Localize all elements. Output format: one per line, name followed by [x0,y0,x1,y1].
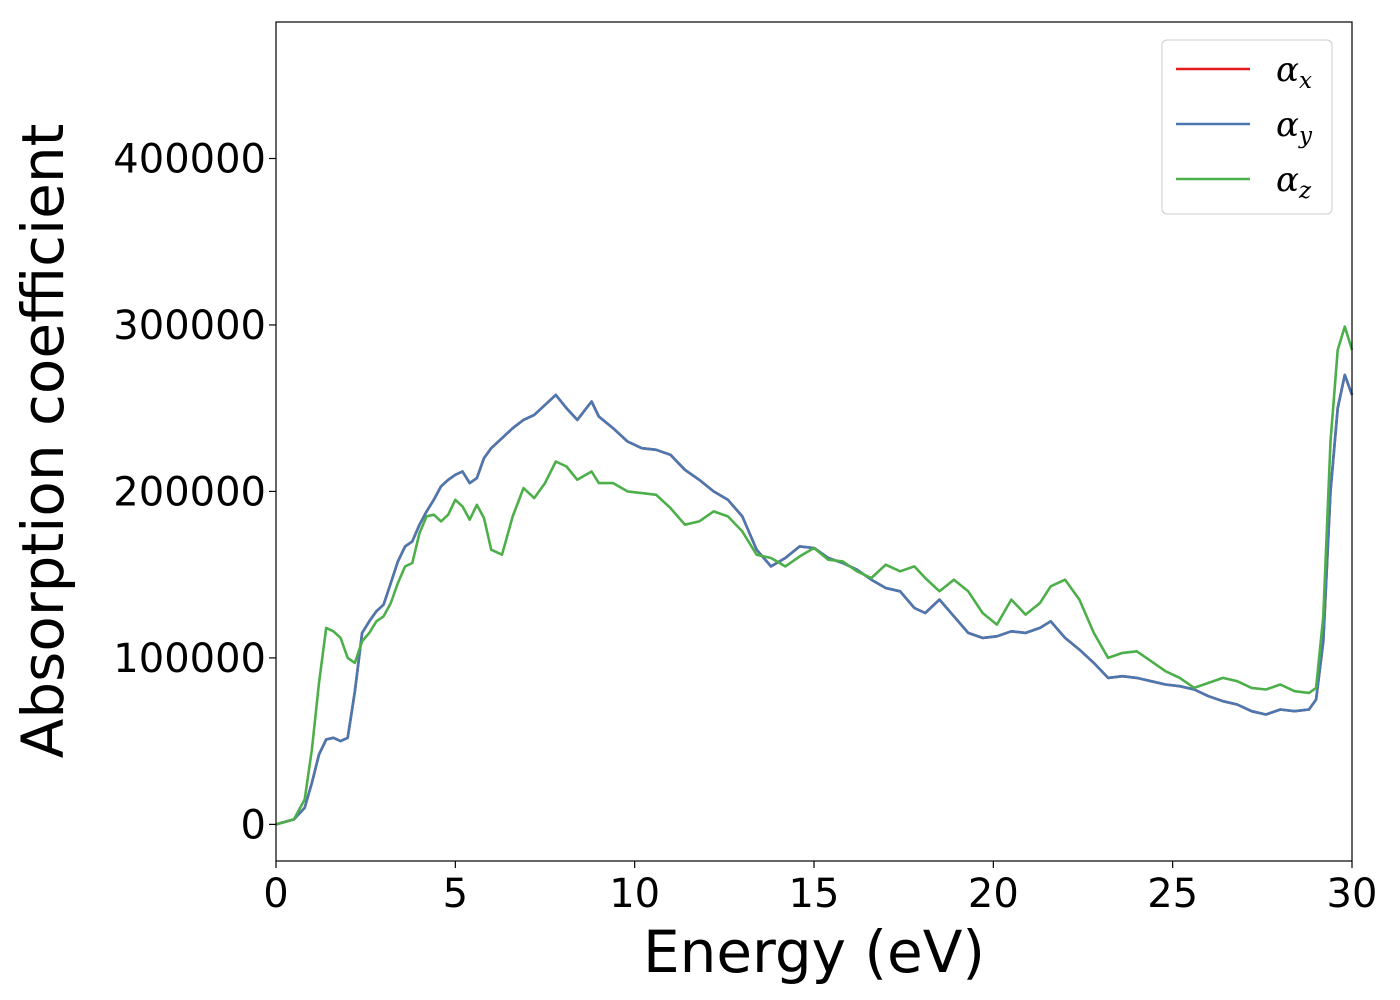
legend-symbol: α [1276,160,1299,200]
legend-subscript: z [1298,178,1312,204]
x-tick-label: 15 [789,871,840,917]
x-tick-label: 5 [443,871,468,917]
series-line-x [275,373,1354,826]
legend-label-z: αz [1276,160,1312,204]
legend-symbol: α [1276,105,1299,145]
legend-label-x: αx [1276,50,1312,94]
y-tick-label: 400000 [113,137,266,183]
y-axis-label: Absorption coefficient [9,124,77,759]
series-lines [275,325,1354,826]
x-tick-label: 30 [1327,871,1378,917]
series-line-z [275,325,1354,826]
y-tick-label: 0 [241,802,266,848]
legend-symbol: α [1276,50,1299,90]
legend-box [1161,39,1333,215]
legend-subscript: x [1299,68,1312,94]
x-axis-label: Energy (eV) [643,918,985,986]
y-axis: 0 100000 200000 300000 400000 [113,137,276,848]
y-tick-label: 300000 [113,303,266,349]
x-tick-label: 0 [263,871,288,917]
x-tick-label: 25 [1147,871,1198,917]
legend-subscript: y [1298,123,1313,149]
x-tick-label: 10 [609,871,660,917]
y-tick-label: 200000 [113,469,266,515]
legend-label-y: αy [1276,105,1313,149]
x-tick-label: 20 [968,871,1019,917]
series-line-y [275,373,1354,826]
y-tick-label: 100000 [113,636,266,682]
x-axis: 0 5 10 15 20 25 30 [263,861,1377,917]
